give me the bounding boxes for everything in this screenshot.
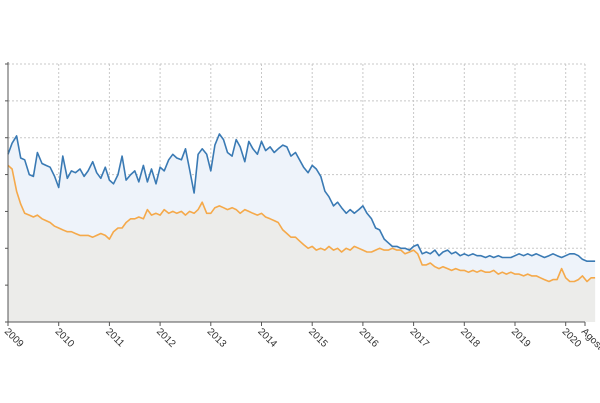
x-tick-label: 2015 <box>306 326 330 350</box>
x-tick-label: 2019 <box>509 326 533 350</box>
x-tick-label: 2020 <box>560 326 584 350</box>
series-2-line <box>7 164 596 283</box>
x-tick-label: 2010 <box>53 326 77 350</box>
x-tick-label: 2014 <box>255 326 279 350</box>
x-tick-label: 2017 <box>407 326 431 350</box>
x-axis-ticks: 2009 2010 2011 2012 2013 2014 2015 2016 2017 2018… <box>2 322 600 356</box>
series-lines <box>7 133 596 283</box>
axes <box>5 62 585 323</box>
x-tick-label: 2016 <box>357 326 381 350</box>
x-tick-label: 2012 <box>154 326 178 350</box>
x-tick-label: 2011 <box>103 326 126 349</box>
x-tick-label: 2018 <box>458 326 482 350</box>
x-tick-label: 2009 <box>2 326 26 350</box>
series-1-line <box>7 133 596 262</box>
x-tick-label: 2013 <box>205 326 229 350</box>
